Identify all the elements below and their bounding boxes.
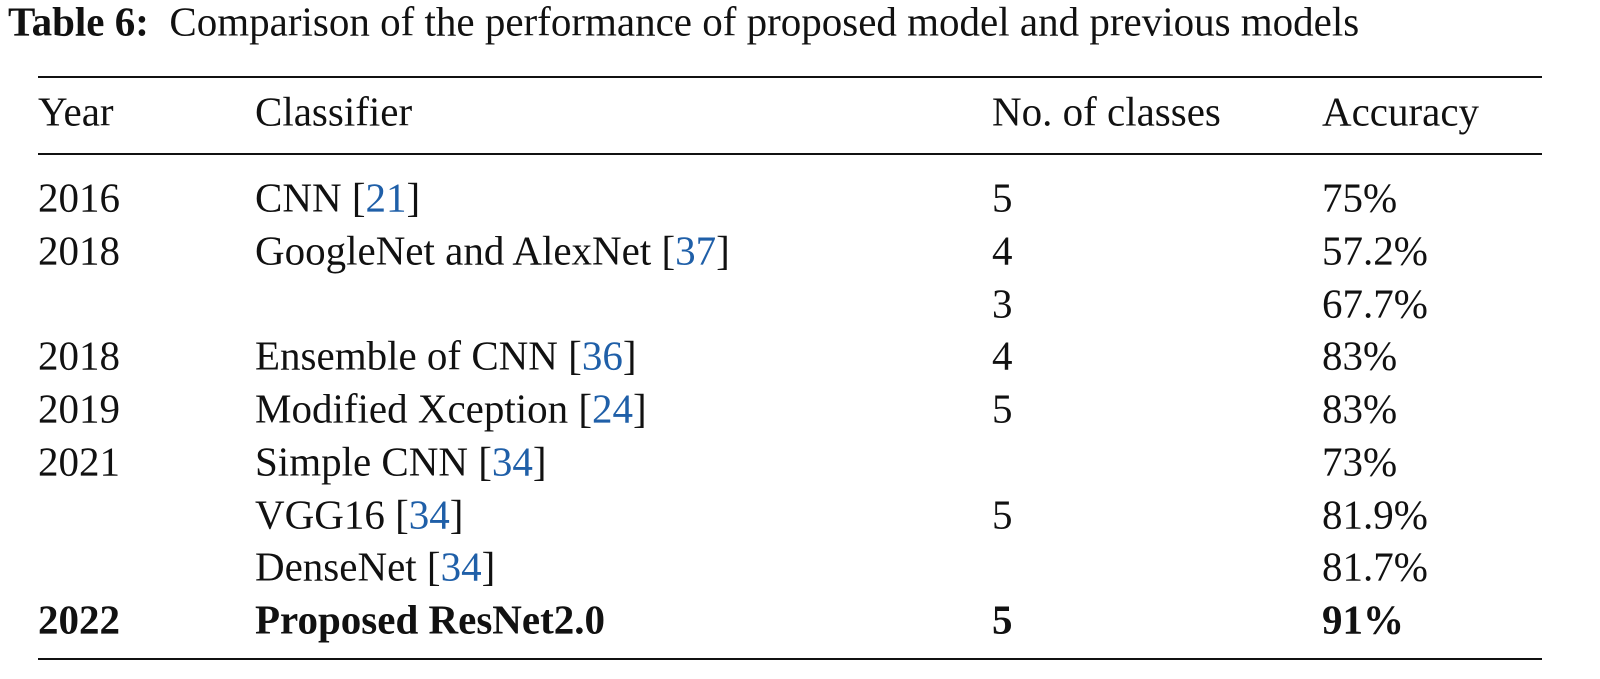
citation: 34 bbox=[440, 543, 482, 590]
citation: 34 bbox=[408, 491, 450, 537]
citation: 21 bbox=[365, 174, 407, 221]
accuracy-cell: 81.7% bbox=[1322, 543, 1428, 590]
accuracy-cell: 73% bbox=[1322, 438, 1398, 485]
year-cell: 2018 bbox=[38, 227, 120, 274]
accuracy-cell: 83% bbox=[1322, 385, 1398, 432]
accuracy-cell: 75% bbox=[1322, 174, 1398, 221]
accuracy-cell: 83% bbox=[1322, 332, 1398, 379]
header-cell: No. of classes bbox=[992, 88, 1221, 135]
classifier-text: ] bbox=[449, 491, 464, 537]
accuracy-cell: 67.7% bbox=[1322, 280, 1428, 326]
year-cell: 2019 bbox=[38, 385, 120, 432]
classifier-text: DenseNet [ bbox=[255, 543, 441, 590]
citation: 24 bbox=[592, 385, 634, 432]
header-cell: Accuracy bbox=[1322, 88, 1480, 135]
classifier-text: ] bbox=[633, 385, 647, 432]
year-cell: 2018 bbox=[38, 332, 120, 379]
classifier-cell: GoogleNet and AlexNet [37] bbox=[255, 230, 730, 271]
classifier-text: ] bbox=[716, 227, 730, 274]
top-rule bbox=[38, 76, 1542, 78]
classifier-cell: Simple CNN [34] bbox=[255, 441, 547, 482]
caption: Table 6: Comparison of the performance o… bbox=[8, 0, 1360, 45]
classifier-cell: Proposed ResNet2.0 bbox=[255, 596, 605, 643]
classifier-cell: VGG16 [34] bbox=[255, 494, 463, 535]
accuracy-cell: 91% bbox=[1322, 596, 1404, 643]
classifier-cell: CNN [21] bbox=[255, 174, 421, 221]
citation: 37 bbox=[675, 227, 717, 274]
citation: 34 bbox=[491, 438, 533, 485]
classifier-cell: Ensemble of CNN [36] bbox=[255, 332, 637, 379]
classifier-text: ] bbox=[622, 332, 637, 379]
classifier-text: Ensemble of CNN [ bbox=[255, 332, 582, 379]
year-cell: 2016 bbox=[38, 174, 120, 221]
classifier-text: Proposed ResNet2.0 bbox=[255, 596, 605, 643]
accuracy-cell: 57.2% bbox=[1322, 227, 1428, 274]
caption-gap bbox=[149, 0, 170, 45]
classifier-cell: Modified Xception [24] bbox=[255, 385, 647, 432]
classifier-cell: DenseNet [34] bbox=[255, 543, 496, 590]
classifier-text: Simple CNN [ bbox=[255, 438, 492, 485]
classifier-text: ] bbox=[406, 174, 421, 221]
year-cell: 2022 bbox=[38, 596, 120, 643]
classes-cell: 5 bbox=[992, 385, 1013, 432]
classifier-text: VGG16 [ bbox=[255, 491, 409, 537]
caption-text: Comparison of the performance of propose… bbox=[169, 0, 1360, 45]
header-cell: Classifier bbox=[255, 88, 413, 135]
bottom-rule bbox=[38, 658, 1542, 660]
classes-cell: 5 bbox=[992, 174, 1013, 221]
classes-cell: 3 bbox=[992, 280, 1013, 326]
year-cell: 2021 bbox=[38, 438, 120, 485]
accuracy-cell: 81.9% bbox=[1322, 491, 1428, 537]
header-cell: Year bbox=[38, 88, 114, 135]
caption-label: Table 6: bbox=[8, 0, 149, 45]
classifier-text: GoogleNet and AlexNet [ bbox=[255, 227, 676, 274]
classifier-text: Modified Xception [ bbox=[255, 385, 593, 432]
citation: 36 bbox=[581, 332, 623, 379]
classes-cell: 4 bbox=[992, 332, 1013, 379]
classifier-text: ] bbox=[532, 438, 547, 485]
classifier-text: CNN [ bbox=[255, 174, 366, 221]
classifier-text: ] bbox=[481, 543, 496, 590]
mid-rule bbox=[38, 153, 1542, 155]
classes-cell: 4 bbox=[992, 227, 1013, 274]
classes-cell: 5 bbox=[992, 491, 1013, 537]
classes-cell: 5 bbox=[992, 596, 1013, 643]
